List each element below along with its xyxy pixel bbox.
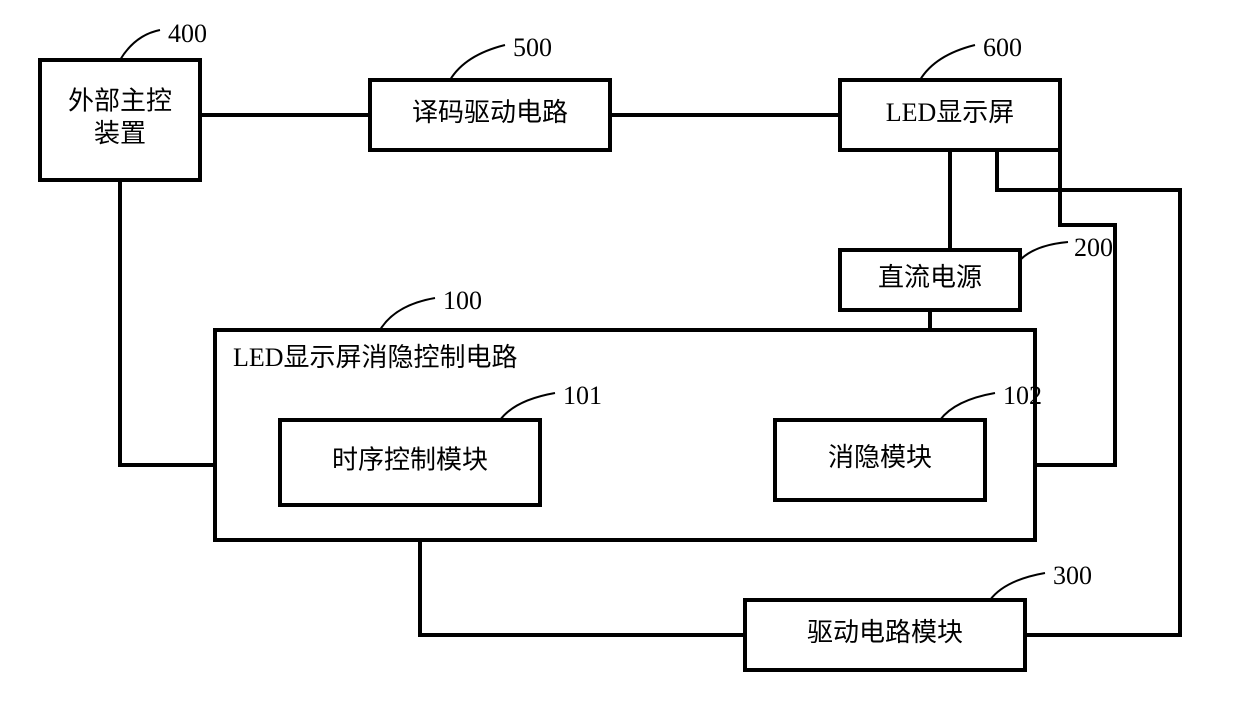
node-n102: 消隐模块 — [775, 420, 985, 500]
ref-number-n300: 300 — [1053, 561, 1092, 590]
ref-number-n400: 400 — [168, 19, 207, 48]
node-n400-label-line-1: 装置 — [94, 119, 146, 148]
node-n100-label: LED显示屏消隐控制电路 — [233, 343, 518, 372]
ref-number-n600: 600 — [983, 33, 1022, 62]
ref-number-n500: 500 — [513, 33, 552, 62]
node-n200: 直流电源 — [840, 250, 1020, 310]
ref-number-n102: 102 — [1003, 381, 1042, 410]
node-n101-label-line-0: 时序控制模块 — [332, 445, 488, 474]
ref-number-n101: 101 — [563, 381, 602, 410]
node-n500: 译码驱动电路 — [370, 80, 610, 150]
node-n101: 时序控制模块 — [280, 420, 540, 505]
block-diagram: LED显示屏消隐控制电路 外部主控装置 译码驱动电路 LED显示屏直流电源时序控制模块… — [0, 0, 1240, 720]
node-n500-label-line-0: 译码驱动电路 — [412, 98, 568, 127]
node-n400-label-line-0: 外部主控 — [68, 87, 172, 116]
node-n102-label-line-0: 消隐模块 — [828, 443, 932, 472]
node-n200-label-line-0: 直流电源 — [878, 263, 982, 292]
node-n600: LED显示屏 — [840, 80, 1060, 150]
node-n300-label-line-0: 驱动电路模块 — [807, 618, 963, 647]
node-n600-label-line-0: LED显示屏 — [886, 98, 1015, 127]
ref-number-n100: 100 — [443, 286, 482, 315]
node-n300: 驱动电路模块 — [745, 600, 1025, 670]
ref-number-n200: 200 — [1074, 233, 1113, 262]
node-n400: 外部主控装置 — [40, 60, 200, 180]
